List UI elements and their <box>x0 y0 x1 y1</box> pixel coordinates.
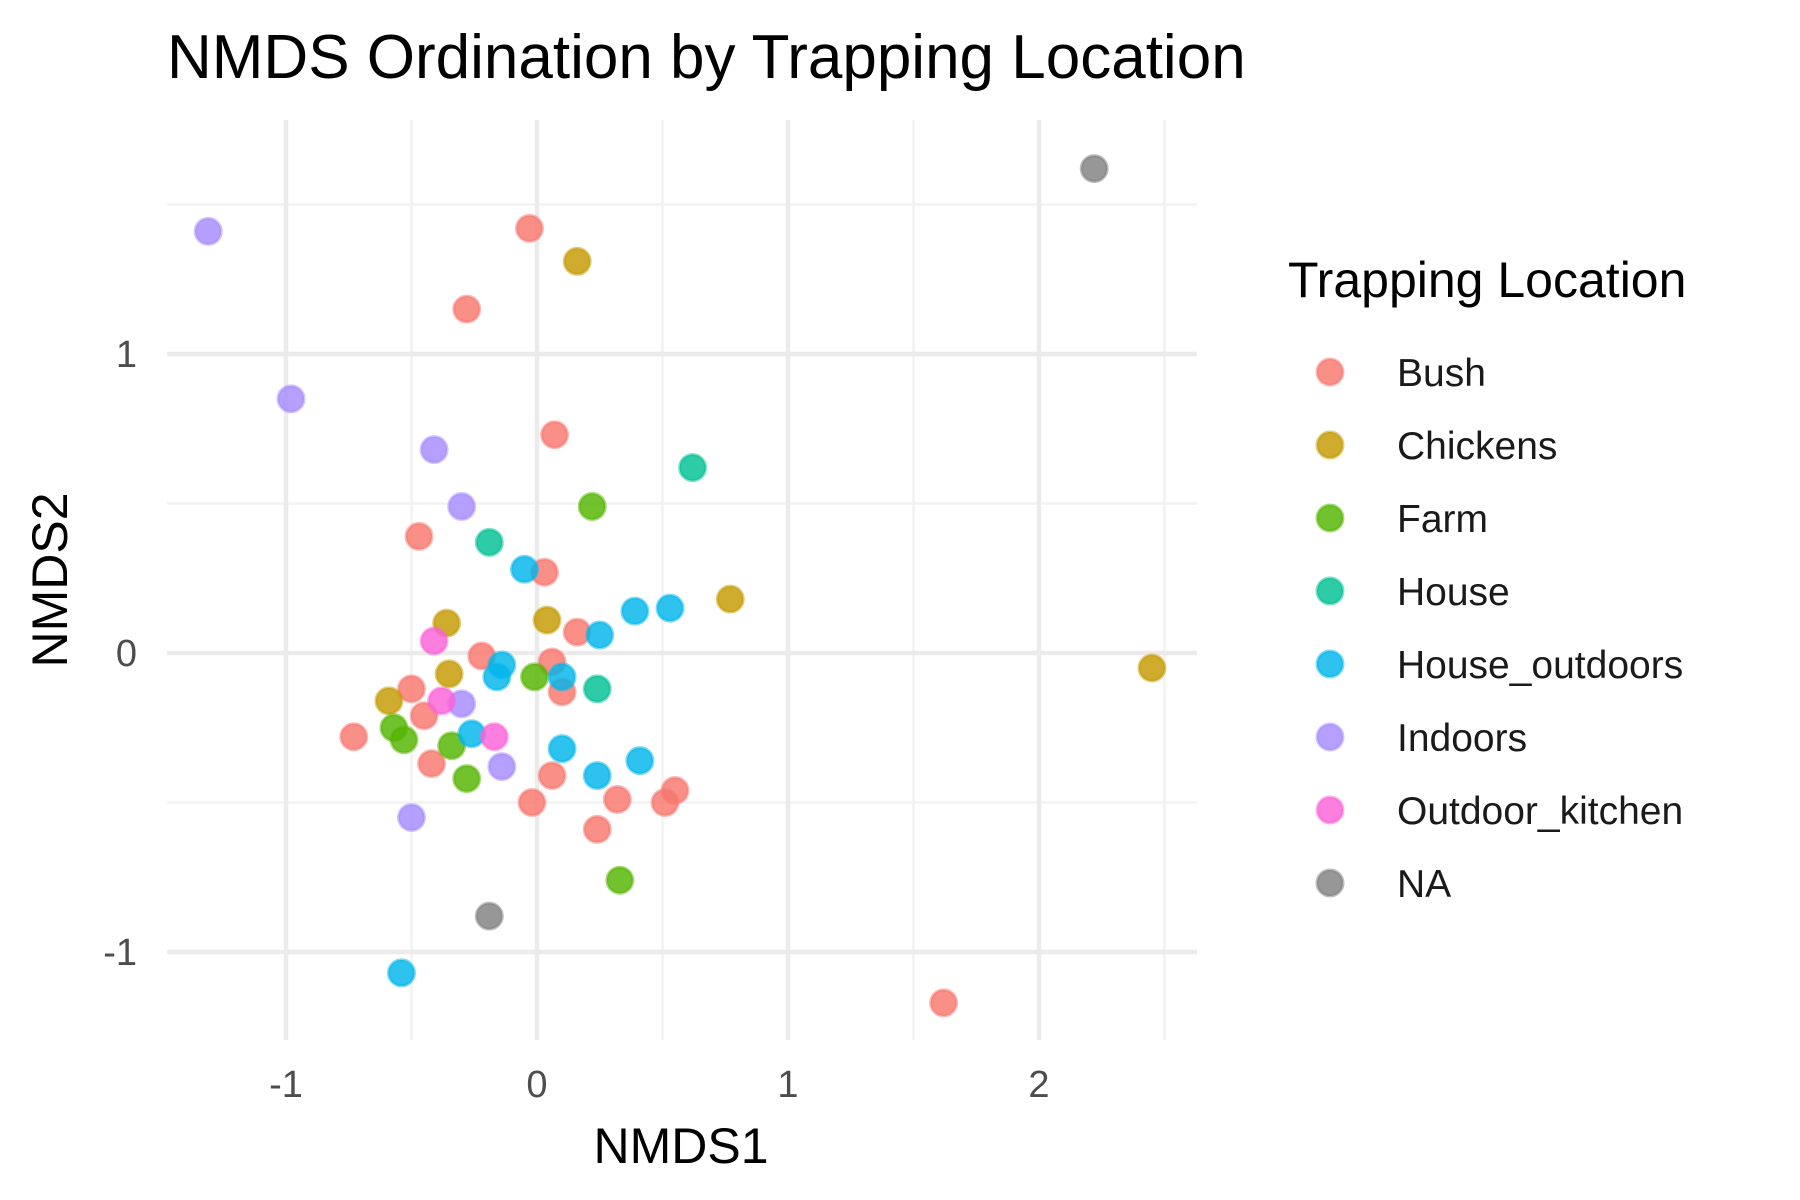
legend: Trapping Location Bush Chickens Farm House H… <box>1288 252 1686 906</box>
point-indoors <box>487 752 517 782</box>
legend-items: Bush Chickens Farm House House_outdoors Indoo… <box>1315 352 1683 906</box>
point-chickens <box>715 584 745 614</box>
legend-item-farm: Farm <box>1315 498 1488 541</box>
point-na <box>474 901 504 931</box>
y-tick-label: -1 <box>103 932 137 974</box>
point-house-outdoors <box>655 593 685 623</box>
point-farm <box>452 764 482 794</box>
y-tick-label: 0 <box>116 633 137 675</box>
y-tick-label: 1 <box>116 334 137 376</box>
point-bush <box>339 722 369 752</box>
point-indoors <box>193 216 223 246</box>
legend-item-na: NA <box>1315 863 1451 906</box>
point-farm <box>389 725 419 755</box>
point-bush <box>404 521 434 551</box>
point-house-outdoors <box>509 554 539 584</box>
legend-item-chickens: Chickens <box>1315 425 1557 468</box>
point-indoors <box>447 491 477 521</box>
point-chickens <box>562 246 592 276</box>
point-outdoor-kitchen <box>479 722 509 752</box>
point-house-outdoors <box>547 662 577 692</box>
point-indoors <box>397 802 426 832</box>
point-outdoor-kitchen <box>427 686 457 716</box>
point-bush <box>660 776 690 806</box>
major-gridlines <box>167 120 1197 1040</box>
legend-key-bush <box>1315 357 1345 387</box>
legend-label-bush: Bush <box>1397 352 1486 395</box>
legend-title: Trapping Location <box>1288 252 1686 308</box>
legend-item-indoors: Indoors <box>1315 717 1527 760</box>
point-bush <box>514 213 544 243</box>
point-bush <box>537 761 567 791</box>
legend-label-chickens: Chickens <box>1397 425 1557 468</box>
point-chickens <box>532 605 562 635</box>
data-points <box>193 154 1167 1018</box>
point-bush <box>517 788 547 817</box>
chart-title: NMDS Ordination by Trapping Location <box>167 23 1246 92</box>
point-house-outdoors <box>620 596 650 626</box>
legend-item-house-outdoors: House_outdoors <box>1315 644 1683 687</box>
legend-key-house <box>1315 576 1345 606</box>
point-bush <box>452 294 482 324</box>
point-bush <box>602 785 632 815</box>
x-axis-title: NMDS1 <box>593 1118 768 1174</box>
point-house-outdoors <box>547 734 577 764</box>
x-axis-ticks: -1 0 1 2 <box>269 1064 1049 1106</box>
legend-key-na <box>1315 868 1345 898</box>
x-tick-label: -1 <box>269 1064 303 1106</box>
x-tick-label: 1 <box>777 1064 798 1106</box>
point-house <box>678 453 708 483</box>
legend-label-house: House <box>1397 571 1510 614</box>
point-farm <box>605 865 635 895</box>
legend-item-bush: Bush <box>1315 352 1486 395</box>
legend-item-house: House <box>1315 571 1510 614</box>
point-outdoor-kitchen <box>419 626 449 656</box>
point-farm <box>519 662 549 692</box>
legend-label-outdoor-kitchen: Outdoor_kitchen <box>1397 790 1683 833</box>
legend-key-house-outdoors <box>1315 649 1345 679</box>
point-chickens <box>374 686 404 716</box>
point-house <box>474 527 504 557</box>
point-indoors <box>276 384 306 414</box>
point-house-outdoors <box>585 620 615 650</box>
point-farm <box>577 491 607 521</box>
legend-label-house-outdoors: House_outdoors <box>1397 644 1683 687</box>
point-house-outdoors <box>482 662 512 692</box>
point-indoors <box>419 435 449 465</box>
legend-key-farm <box>1315 503 1345 533</box>
x-tick-label: 2 <box>1028 1064 1049 1106</box>
legend-key-indoors <box>1315 722 1345 752</box>
point-house <box>582 674 612 704</box>
legend-key-chickens <box>1315 430 1345 460</box>
point-chickens <box>1137 653 1167 683</box>
legend-label-na: NA <box>1397 863 1451 906</box>
legend-label-indoors: Indoors <box>1397 717 1527 760</box>
point-bush <box>417 749 447 779</box>
point-house-outdoors <box>386 958 416 988</box>
minor-gridlines <box>167 120 1197 1040</box>
point-bush <box>582 814 612 844</box>
y-axis-title: NMDS2 <box>22 492 78 667</box>
point-house-outdoors <box>625 746 655 776</box>
point-bush <box>397 674 426 704</box>
point-na <box>1079 154 1109 184</box>
point-bush <box>929 988 959 1018</box>
legend-item-outdoor-kitchen: Outdoor_kitchen <box>1315 790 1683 833</box>
point-bush <box>540 420 570 450</box>
point-chickens <box>434 659 464 689</box>
x-tick-label: 0 <box>526 1064 547 1106</box>
legend-label-farm: Farm <box>1397 498 1488 541</box>
point-house-outdoors <box>582 761 612 791</box>
y-axis-ticks: -1 0 1 <box>103 334 137 974</box>
legend-key-outdoor-kitchen <box>1315 795 1345 825</box>
